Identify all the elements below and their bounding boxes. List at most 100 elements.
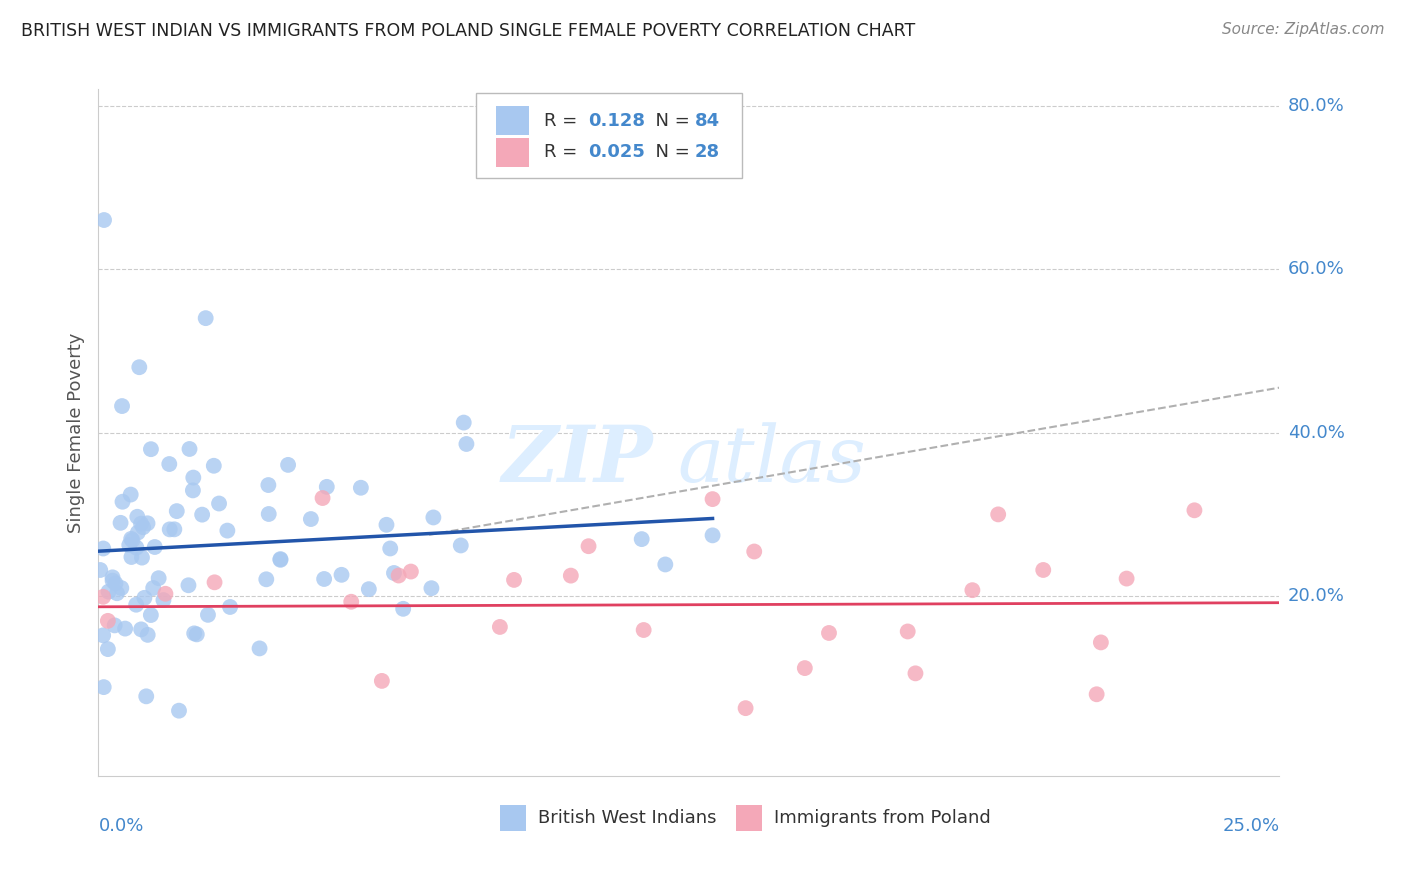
Point bbox=[897, 624, 920, 639]
Point bbox=[101, 574, 124, 588]
Point bbox=[93, 680, 115, 694]
FancyBboxPatch shape bbox=[496, 106, 530, 136]
Point bbox=[97, 642, 120, 657]
Point bbox=[120, 487, 142, 501]
Text: 0.128: 0.128 bbox=[589, 112, 645, 130]
Point bbox=[578, 539, 600, 553]
Point bbox=[132, 520, 155, 534]
Point bbox=[152, 593, 174, 607]
Point bbox=[371, 673, 394, 688]
Point bbox=[91, 590, 114, 604]
Point bbox=[97, 584, 120, 599]
Point bbox=[818, 626, 841, 640]
Point bbox=[110, 581, 132, 595]
Point bbox=[217, 524, 239, 538]
Point bbox=[399, 565, 422, 579]
Point bbox=[159, 522, 181, 536]
Point bbox=[793, 661, 815, 675]
Point bbox=[987, 508, 1010, 522]
Point bbox=[382, 566, 405, 580]
Point bbox=[489, 620, 512, 634]
Point bbox=[315, 480, 337, 494]
Point bbox=[257, 478, 280, 492]
Point bbox=[186, 627, 208, 641]
Point bbox=[340, 595, 363, 609]
Point bbox=[962, 583, 984, 598]
Text: 80.0%: 80.0% bbox=[1288, 96, 1344, 114]
Point bbox=[453, 416, 475, 430]
Point bbox=[654, 558, 676, 572]
Text: 40.0%: 40.0% bbox=[1288, 424, 1344, 442]
Text: 25.0%: 25.0% bbox=[1222, 817, 1279, 835]
Point bbox=[104, 576, 127, 591]
Point bbox=[142, 581, 165, 595]
Point bbox=[734, 701, 756, 715]
Point bbox=[114, 622, 136, 636]
Text: R =: R = bbox=[544, 144, 582, 161]
Point bbox=[388, 568, 411, 582]
Point bbox=[191, 508, 214, 522]
Text: 20.0%: 20.0% bbox=[1288, 587, 1344, 605]
Point bbox=[380, 541, 402, 556]
Point bbox=[742, 544, 765, 558]
Point bbox=[139, 607, 162, 622]
Point bbox=[121, 533, 143, 548]
Text: N =: N = bbox=[644, 112, 696, 130]
Point bbox=[101, 570, 124, 584]
Point bbox=[633, 623, 655, 637]
Point bbox=[134, 591, 156, 605]
Point bbox=[204, 575, 226, 590]
Point bbox=[110, 516, 132, 530]
Point bbox=[91, 628, 114, 642]
Point bbox=[97, 614, 120, 628]
Point bbox=[148, 571, 170, 585]
Text: Source: ZipAtlas.com: Source: ZipAtlas.com bbox=[1222, 22, 1385, 37]
Point bbox=[91, 541, 114, 556]
Point bbox=[127, 509, 149, 524]
Point bbox=[208, 496, 231, 510]
Text: 28: 28 bbox=[695, 144, 720, 161]
Point bbox=[128, 360, 150, 375]
Text: N =: N = bbox=[644, 144, 696, 161]
Text: R =: R = bbox=[544, 112, 582, 130]
Point bbox=[125, 598, 148, 612]
Point bbox=[194, 311, 217, 326]
Point bbox=[163, 522, 186, 536]
Point bbox=[503, 573, 526, 587]
Y-axis label: Single Female Poverty: Single Female Poverty bbox=[66, 333, 84, 533]
FancyBboxPatch shape bbox=[501, 805, 526, 831]
Point bbox=[135, 690, 157, 704]
Text: Immigrants from Poland: Immigrants from Poland bbox=[773, 809, 991, 827]
FancyBboxPatch shape bbox=[737, 805, 762, 831]
Point bbox=[450, 538, 472, 552]
Point bbox=[111, 399, 134, 413]
Point bbox=[136, 628, 159, 642]
Point bbox=[125, 541, 148, 555]
Point bbox=[1184, 503, 1206, 517]
Text: 84: 84 bbox=[695, 112, 720, 130]
Point bbox=[299, 512, 322, 526]
Point bbox=[131, 550, 153, 565]
Point bbox=[104, 618, 127, 632]
Point bbox=[167, 704, 190, 718]
Point bbox=[1115, 572, 1137, 586]
Point bbox=[1085, 687, 1108, 701]
Point bbox=[120, 549, 142, 564]
Point bbox=[179, 442, 201, 456]
Point bbox=[422, 510, 444, 524]
Point bbox=[269, 552, 291, 566]
Point bbox=[269, 553, 291, 567]
Point bbox=[202, 458, 225, 473]
Point bbox=[375, 517, 398, 532]
Point bbox=[157, 457, 180, 471]
Point bbox=[127, 525, 149, 540]
Point bbox=[118, 538, 141, 552]
Point bbox=[254, 572, 277, 586]
Point bbox=[183, 626, 205, 640]
Point bbox=[350, 481, 373, 495]
Point bbox=[181, 470, 204, 484]
Point bbox=[155, 587, 177, 601]
Point bbox=[560, 568, 582, 582]
Point bbox=[219, 599, 242, 614]
Point bbox=[136, 516, 159, 531]
